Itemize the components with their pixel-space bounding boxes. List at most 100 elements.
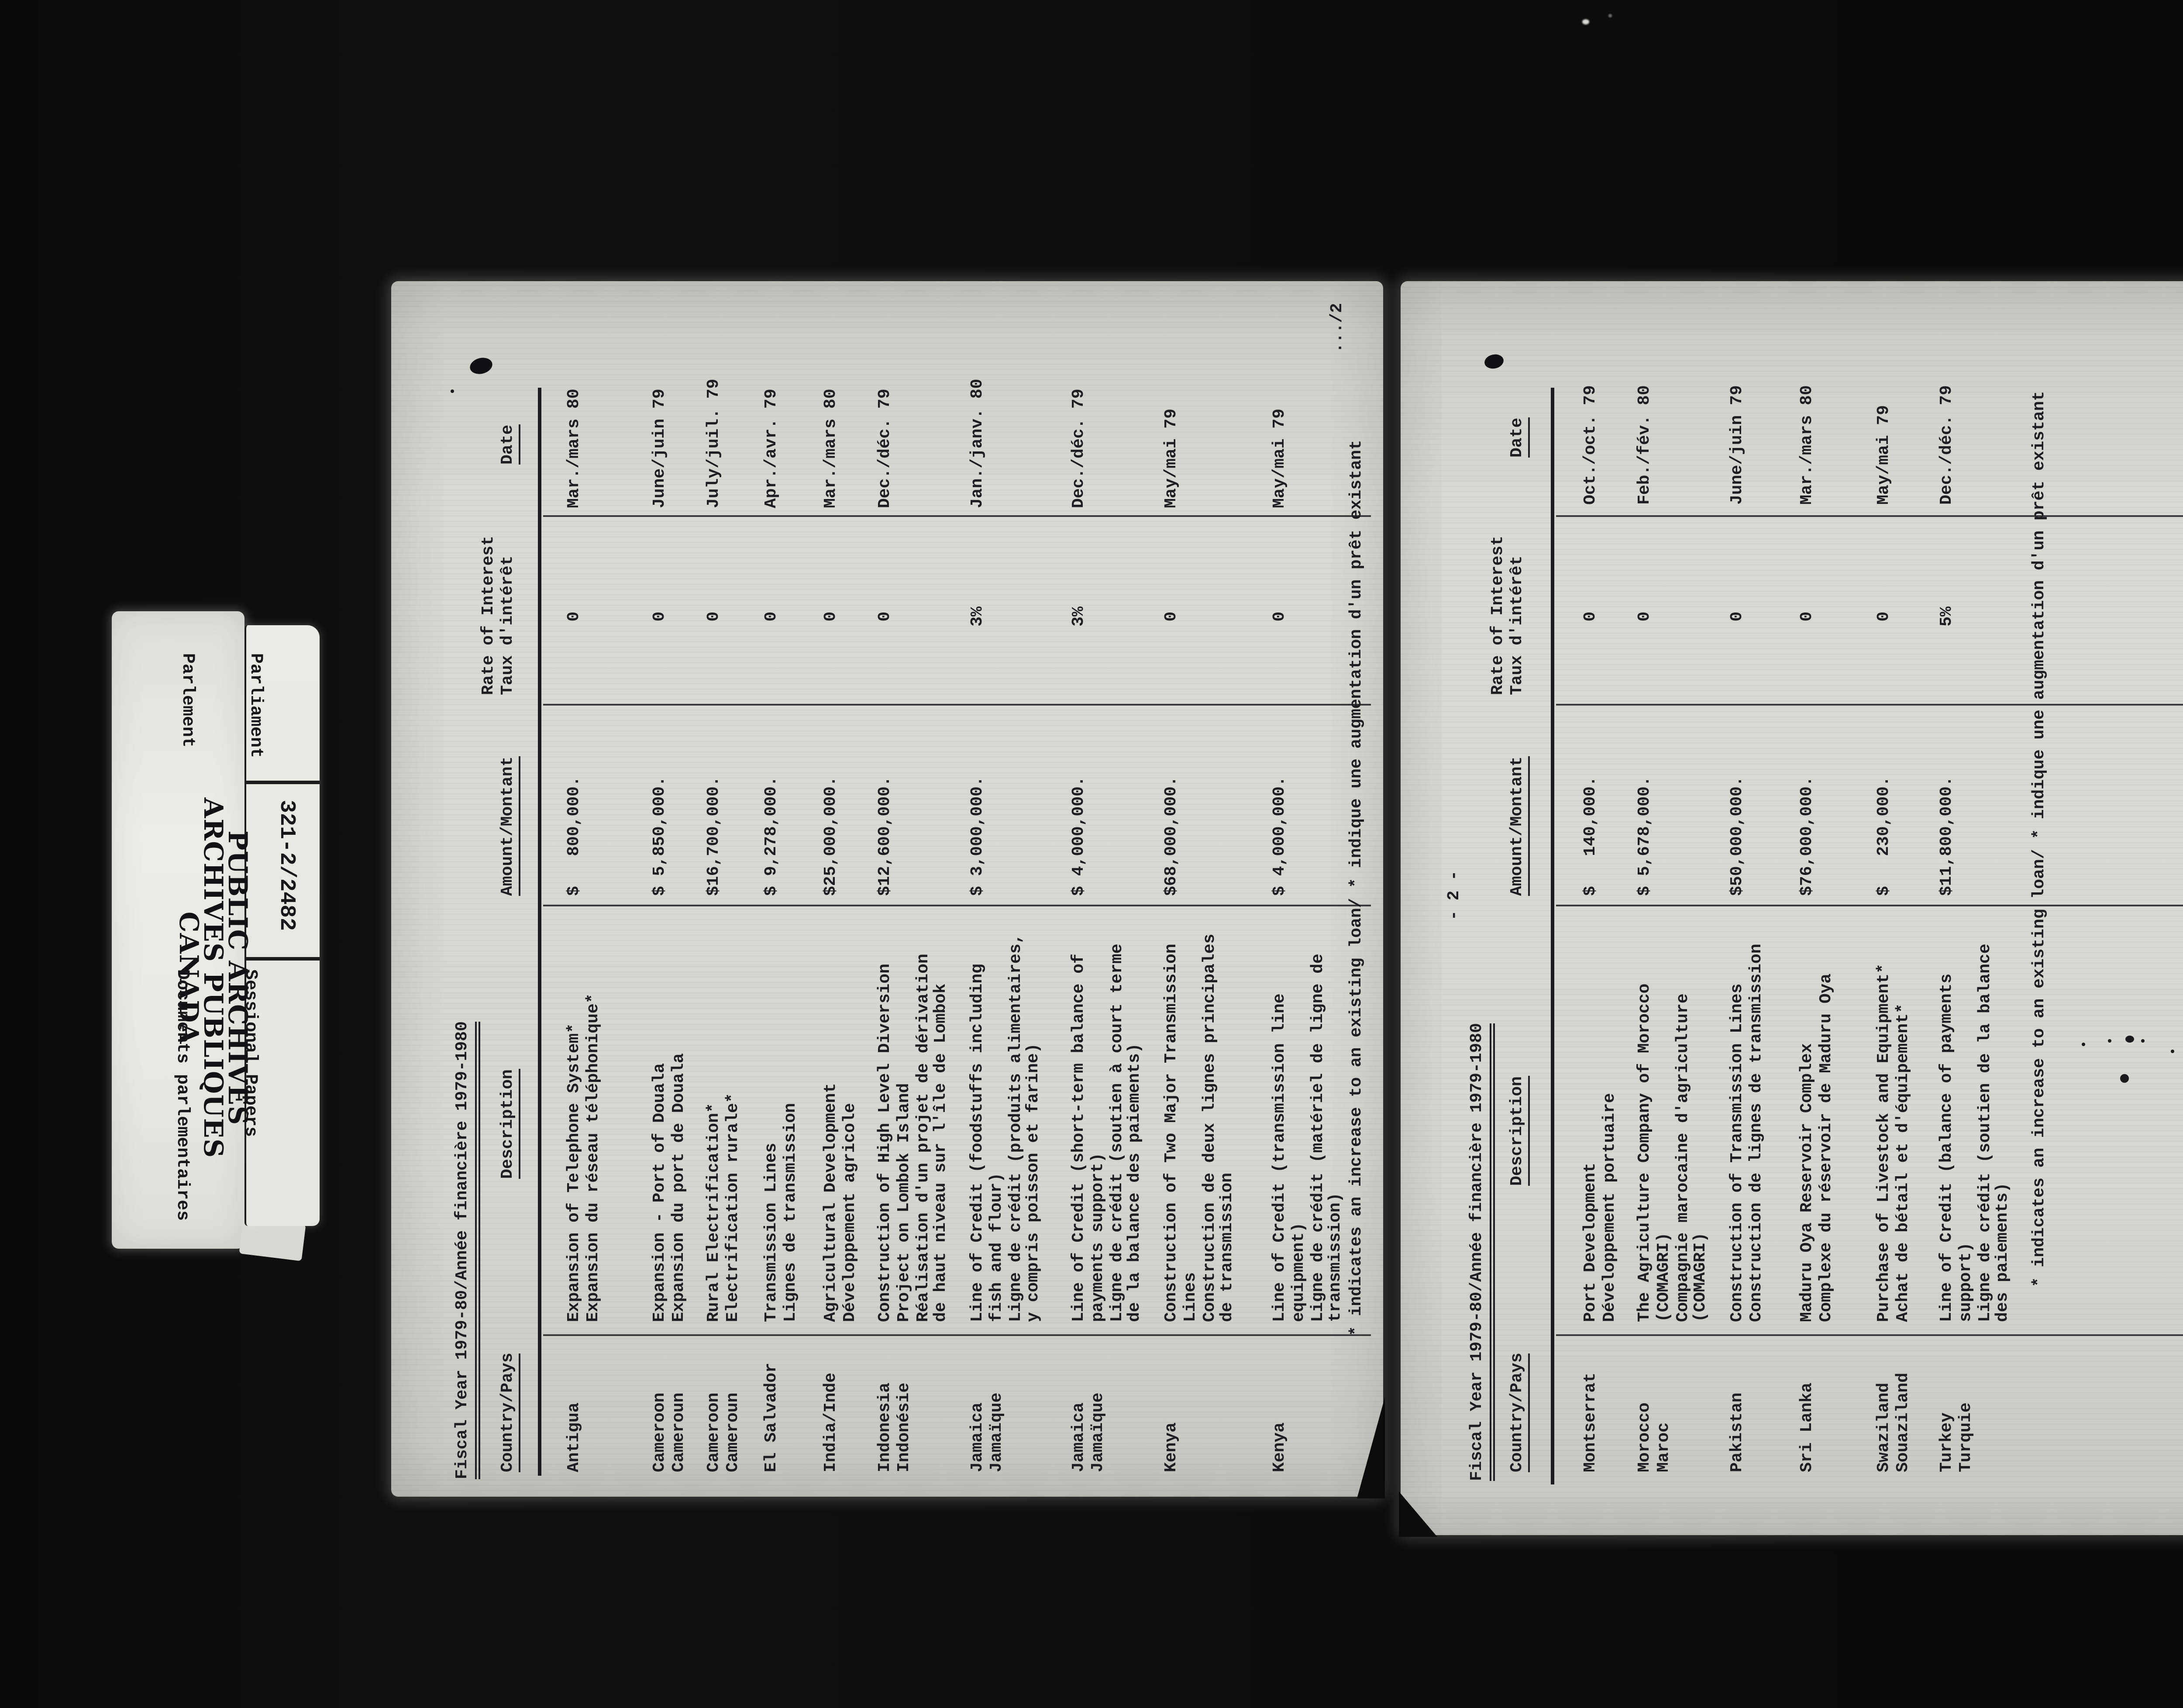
cell-date: Dec./déc. 79 xyxy=(1069,389,1089,508)
cell-description-line: Maduru Oya Reservoir Complex xyxy=(1797,1043,1816,1322)
cell-description-line: Expansion du réseau téléphonique* xyxy=(583,993,603,1322)
cell-rate-line: 3% xyxy=(1069,606,1088,627)
page-title: Fiscal Year 1979-80/Année financière 197… xyxy=(1467,1023,1495,1481)
cell-description-line: (COMAGRI) xyxy=(1691,1232,1711,1322)
cell-date-line: Dec./déc. 79 xyxy=(1069,389,1088,508)
cell-description: Maduru Oya Reservoir Complex Complexe du … xyxy=(1797,973,1836,1322)
label-reference-number: 321-2/2482 xyxy=(274,800,299,931)
cell-description: Line of Credit (short-term balance of pay… xyxy=(1069,944,1146,1322)
cell-country: India/Inde xyxy=(821,1373,841,1472)
cell-country: Cameroon Cameroun xyxy=(704,1392,743,1472)
cell-rate: 0 xyxy=(1797,543,1818,690)
cell-description-line: Expansion - Port of Douala xyxy=(650,1063,669,1322)
cell-amount: $25,000,000. xyxy=(821,776,841,896)
cell-description-line: Construction of High Level Diversion xyxy=(875,964,894,1322)
cell-description: Agricultural Development Développement ag… xyxy=(821,1083,860,1322)
document-page-2: - 2 - Fiscal Year 1979-80/Année financiè… xyxy=(1399,281,2183,1537)
cell-description-line: Ligne de crédit (soutien à court terme xyxy=(1106,944,1126,1322)
cell-description-line: Electrification rurale* xyxy=(723,1093,742,1322)
cell-description-line: Construction of Two Major Transmission xyxy=(1161,944,1181,1322)
cell-date-line: Mar./mars 80 xyxy=(1797,385,1816,505)
cell-description-line: Construction of Transmission Lines xyxy=(1727,983,1746,1322)
cell-date-line: Jan./janv. 80 xyxy=(968,379,987,509)
cell-rate-line: 0 xyxy=(821,611,840,622)
cell-amount-line: $ 4,000,000. xyxy=(1069,776,1088,896)
cell-country: Montserrat xyxy=(1580,1373,1601,1472)
cell-description-line: Rural Electrification* xyxy=(704,1103,723,1322)
cell-amount: $50,000,000. xyxy=(1727,776,1748,896)
cell-country-line: Cameroon xyxy=(650,1392,669,1472)
cell-description-line: equipment) xyxy=(1288,1222,1308,1322)
cell-country-line: Cameroun xyxy=(723,1392,742,1472)
cell-amount: $ 9,278,000. xyxy=(761,776,782,896)
label-sessional-fr: Documents parlementaires xyxy=(171,969,190,1221)
cell-amount: $ 4,000,000. xyxy=(1069,776,1089,896)
cell-rate-line: 0 xyxy=(1580,611,1600,622)
cell-description: Construction of High Level Diversion Proj… xyxy=(875,954,952,1322)
cell-amount: $68,000,000. xyxy=(1161,776,1182,896)
column-header-rate: Rate of Interest Taux d'intérêt xyxy=(479,536,518,695)
cell-country: Swaziland Souaziland xyxy=(1874,1372,1913,1472)
cell-rate-line: 5% xyxy=(1937,606,1956,627)
cell-description-line: Compagnie marocaine d'agriculture xyxy=(1672,993,1692,1322)
cell-amount: $ 800,000. xyxy=(564,776,585,896)
cell-description-line: The Agriculture Company of Morocco xyxy=(1635,983,1654,1322)
cell-amount: $16,700,000. xyxy=(704,776,724,896)
document-page-1: Fiscal Year 1979-80/Année financière 197… xyxy=(391,281,1385,1498)
cell-date: May/mai 79 xyxy=(1874,405,1894,505)
cell-date: June/juin 79 xyxy=(650,389,670,508)
cell-country-line: Pakistan xyxy=(1727,1392,1746,1472)
cell-description-line: Complexe du réservoir de Maduru Oya xyxy=(1816,973,1835,1322)
rate-header-en: Rate of Interest xyxy=(479,536,498,695)
cell-date-line: July/juil. 79 xyxy=(704,379,723,509)
header-rule xyxy=(1551,388,1555,1484)
cell-country: Morocco Maroc xyxy=(1635,1402,1674,1472)
column-header-date: Date xyxy=(1507,417,1531,458)
cell-description-line: de transmission xyxy=(1218,1172,1237,1322)
cell-country: Cameroon Cameroun xyxy=(650,1392,689,1472)
cell-country-line: Kenya xyxy=(1161,1422,1181,1472)
cell-rate: 0 xyxy=(761,543,782,690)
cell-description-line: (COMAGRI) xyxy=(1653,1232,1673,1322)
cell-date-line: May/mai 79 xyxy=(1270,408,1289,508)
cell-description: Line of Credit (foodstuffs including fish… xyxy=(968,934,1045,1322)
cell-date: May/mai 79 xyxy=(1270,408,1290,508)
cell-country: Jamaica Jamaïque xyxy=(968,1393,1007,1472)
label-parliament: Parliament Parlement xyxy=(129,653,311,775)
column-header-amount: Amount/Montant xyxy=(1507,756,1531,896)
cell-rate-line: 0 xyxy=(761,611,781,622)
cell-description-line: Project on Lombok Island xyxy=(894,1083,913,1322)
cell-date: Apr./avr. 79 xyxy=(761,389,782,508)
cell-date: Oct./oct. 79 xyxy=(1580,385,1601,505)
cell-amount-line: $16,700,000. xyxy=(704,776,723,896)
cell-country-line: Souaziland xyxy=(1893,1372,1912,1472)
cell-rate-line: 0 xyxy=(1161,611,1181,622)
cell-rate: 0 xyxy=(564,543,585,690)
continuation-mark: .../2 xyxy=(1327,303,1346,353)
cell-rate: 5% xyxy=(1937,543,1957,690)
cell-description-line: Achat de bétail et d'équipement* xyxy=(1893,1003,1912,1322)
cell-amount-line: $68,000,000. xyxy=(1161,776,1181,896)
cell-description: Line of Credit (balance of payments suppo… xyxy=(1937,944,2014,1322)
cell-rate: 0 xyxy=(704,543,724,690)
cell-amount-line: $ 9,278,000. xyxy=(761,776,781,896)
cell-rate-line: 0 xyxy=(875,611,894,622)
page-number: - 2 - xyxy=(1444,870,1463,920)
ink-speck xyxy=(2108,1039,2111,1043)
cell-rate: 0 xyxy=(1874,543,1894,690)
cell-country-line: Jamaica xyxy=(968,1402,987,1472)
page-corner-shadow xyxy=(1399,1491,1437,1537)
cell-date-line: Oct./oct. 79 xyxy=(1580,385,1600,505)
column-header-amount: Amount/Montant xyxy=(498,756,521,896)
column-header-rate: Rate of Interest Taux d'intérêt xyxy=(1488,536,1527,695)
column-separator xyxy=(543,904,1371,906)
cell-date-line: Feb./fév. 80 xyxy=(1635,385,1654,505)
cell-country-line: Swaziland xyxy=(1874,1382,1893,1472)
cell-date-line: Mar./mars 80 xyxy=(564,389,583,508)
ink-speck xyxy=(2082,1043,2085,1046)
cell-amount-line: $ 230,000. xyxy=(1874,776,1893,896)
cell-date: Mar./mars 80 xyxy=(821,389,841,508)
cell-date-line: June/juin 79 xyxy=(650,389,669,508)
cell-date: Jan./janv. 80 xyxy=(968,379,988,509)
